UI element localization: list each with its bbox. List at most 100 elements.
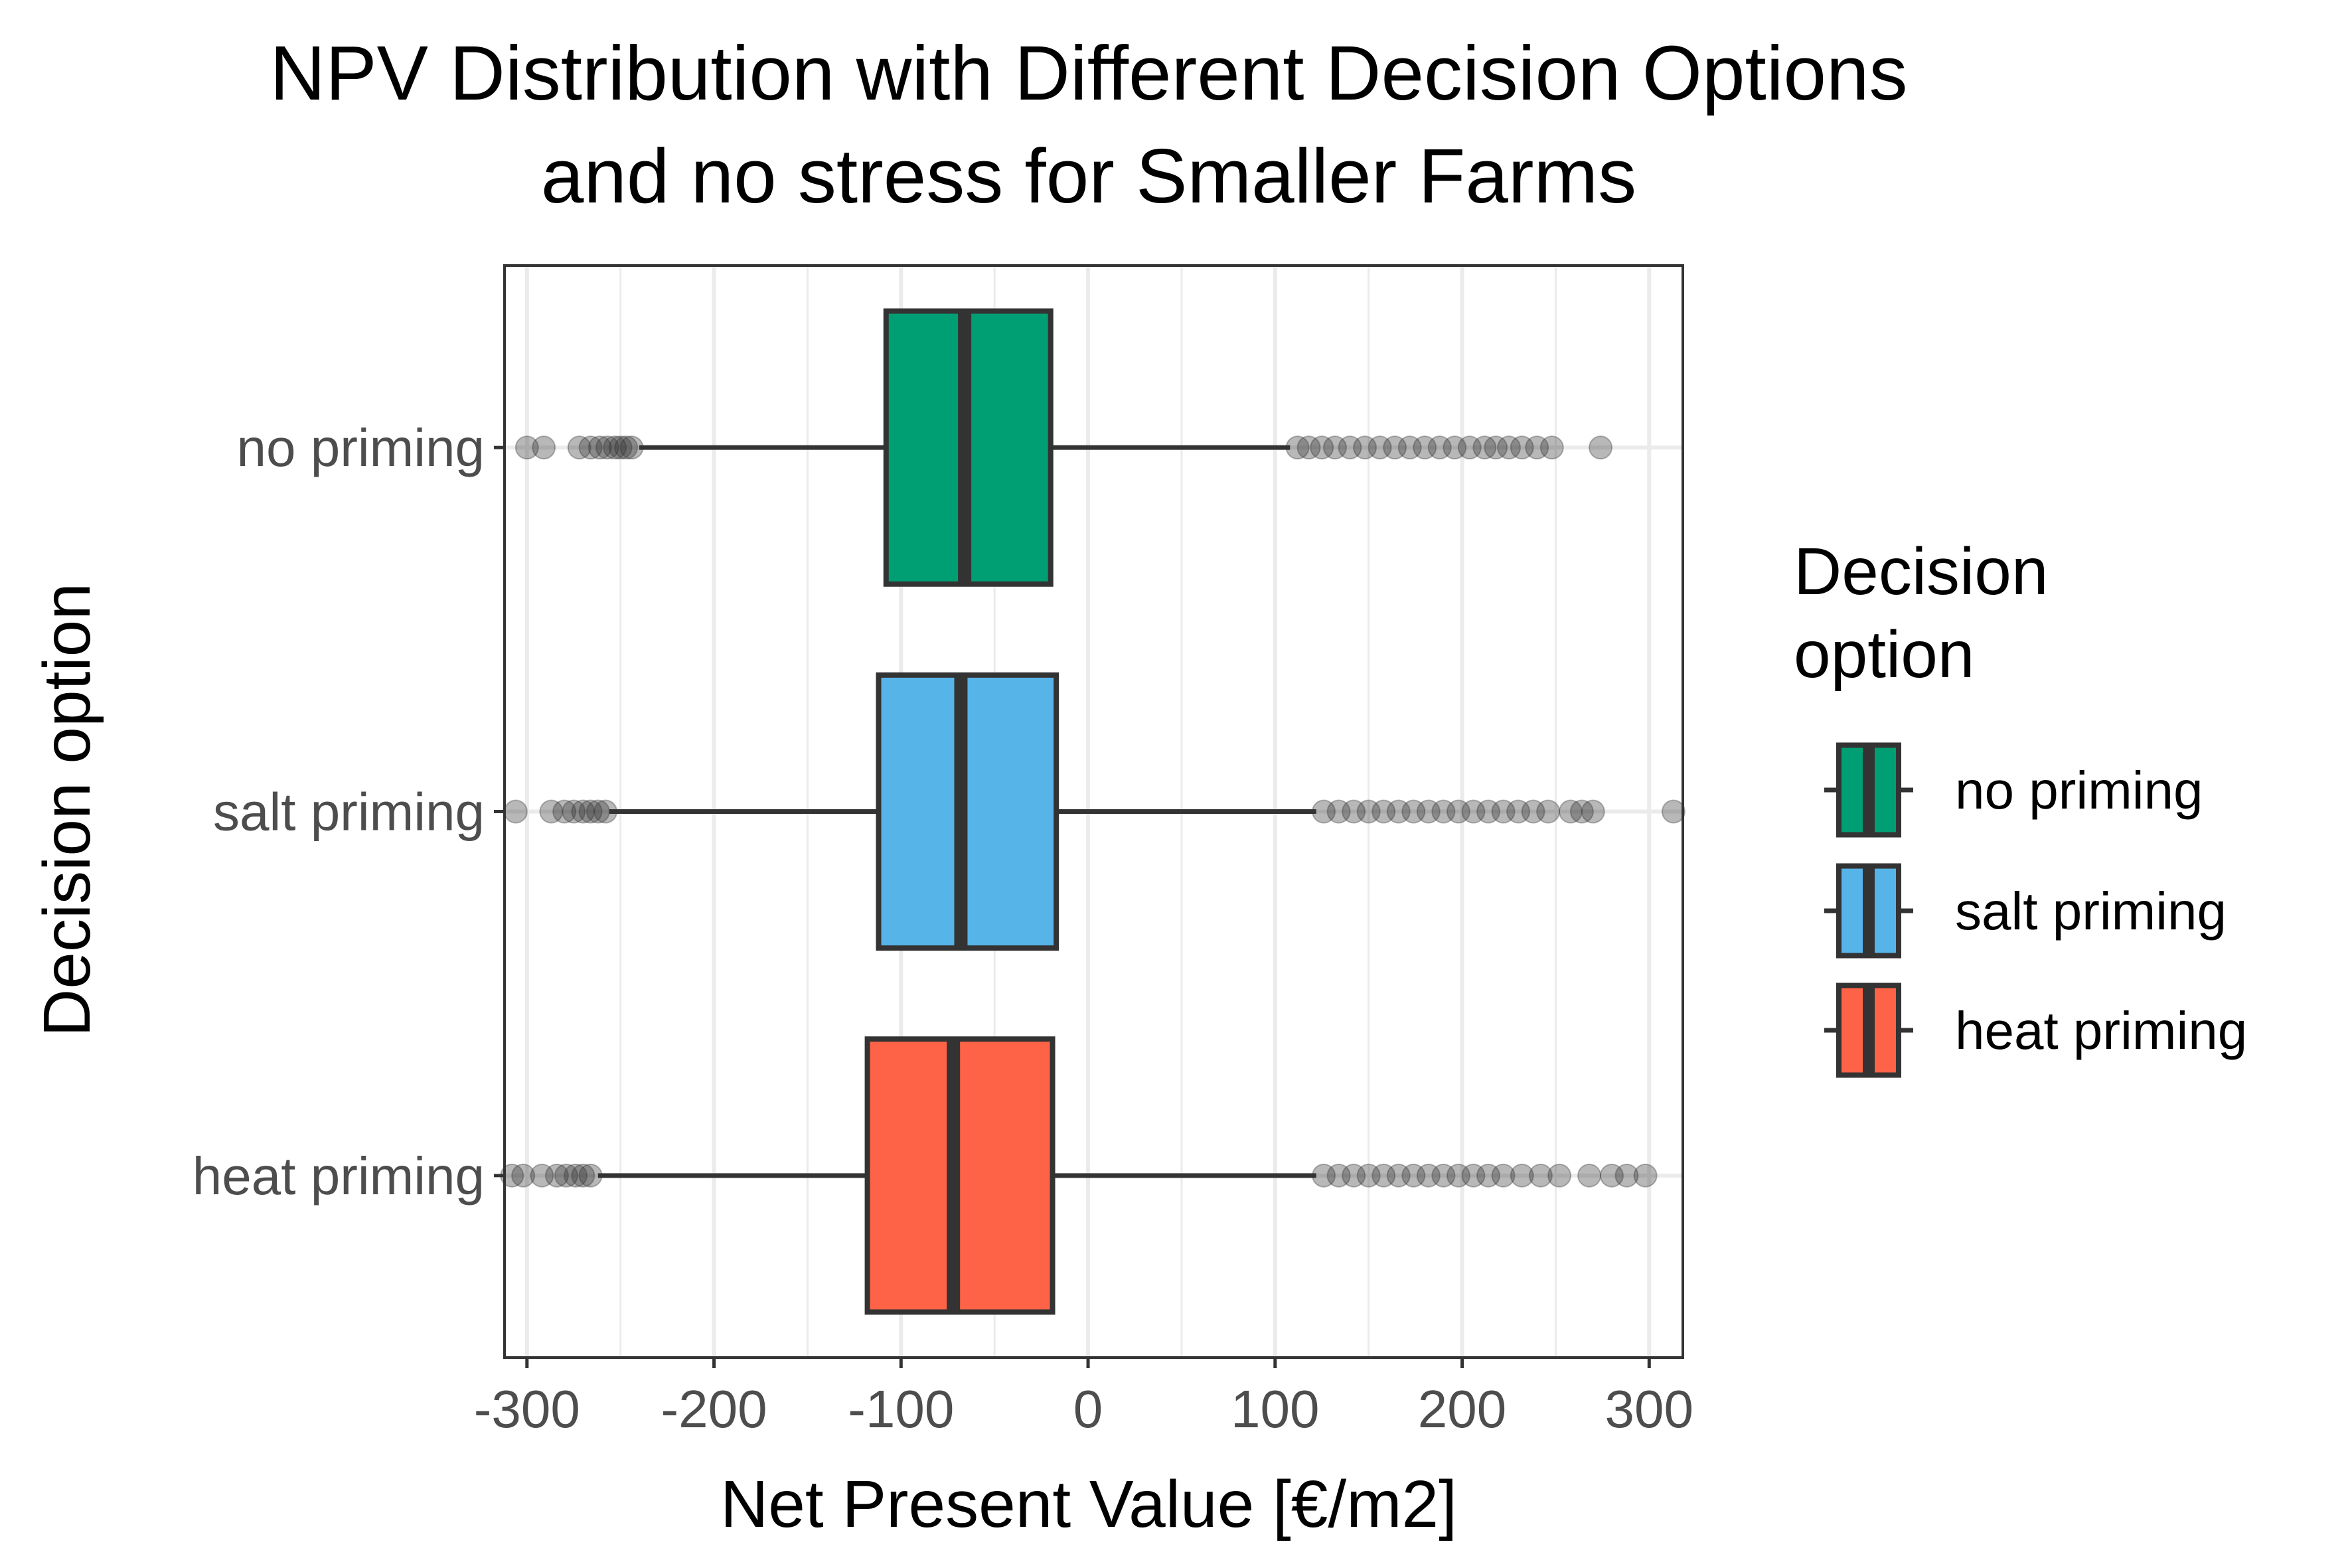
outlier-point [1386, 799, 1411, 824]
outlier-point [1285, 435, 1310, 460]
outlier-point [1569, 799, 1594, 824]
outlier-point [1558, 799, 1583, 824]
outlier-point [1536, 799, 1561, 824]
outlier-point [1547, 1163, 1572, 1188]
box-series-no-priming [514, 308, 1613, 587]
outlier-point [1476, 1163, 1500, 1188]
outlier-point [530, 1163, 554, 1188]
outlier-point [1431, 1163, 1456, 1188]
outlier-point [1322, 435, 1347, 460]
legend: Decision option no priming salt priming he… [1794, 534, 2247, 1078]
outlier-point [1401, 799, 1426, 824]
outlier-point [544, 1163, 569, 1188]
outlier-point [614, 435, 639, 460]
outlier-point [1383, 435, 1407, 460]
outlier-point [1521, 799, 1545, 824]
outlier-point [1353, 435, 1377, 460]
outlier-point [1506, 799, 1531, 824]
legend-label: no priming [1955, 761, 2203, 820]
x-tick-label: 0 [1073, 1379, 1103, 1439]
box-marks [500, 308, 1686, 1315]
outlier-point [1599, 1163, 1624, 1188]
outlier-point [1342, 1163, 1366, 1188]
outlier-point [608, 435, 633, 460]
y-axis: no priming salt priming heat priming [193, 418, 505, 1206]
x-tick-label: 200 [1418, 1379, 1506, 1439]
box-series-salt-priming [503, 672, 1686, 951]
outlier-point [1296, 435, 1321, 460]
outlier-point [1472, 435, 1497, 460]
outlier-point [1446, 1163, 1470, 1188]
outlier-point [1386, 1163, 1411, 1188]
outlier-point [552, 799, 577, 824]
outlier-point [1397, 435, 1422, 460]
legend-title-line-1: Decision [1794, 534, 2049, 609]
outlier-point [571, 799, 595, 824]
y-tick-label: heat priming [193, 1146, 485, 1206]
legend-item-no-priming: no priming [1824, 742, 2203, 838]
outlier-point [1312, 1163, 1336, 1188]
outlier-point [1413, 435, 1437, 460]
outlier-point [1528, 1163, 1553, 1188]
box-series-heat-priming [500, 1036, 1658, 1315]
x-tick-label: 100 [1231, 1379, 1319, 1439]
outlier-point [603, 435, 627, 460]
x-axis: -300 -200 -100 0 100 200 300 [474, 1358, 1693, 1439]
outlier-point [564, 1163, 588, 1188]
outlier-point [1457, 435, 1482, 460]
x-tick-label: -100 [848, 1379, 954, 1439]
outlier-point [539, 799, 564, 824]
outlier-point [1427, 435, 1452, 460]
outlier-point [619, 435, 644, 460]
outlier-point [511, 1163, 536, 1188]
outlier-point [1577, 1163, 1602, 1188]
outlier-point [1510, 435, 1534, 460]
outlier-point [1443, 435, 1467, 460]
outlier-point [1372, 1163, 1396, 1188]
outlier-point [562, 799, 586, 824]
legend-title-line-2: option [1794, 617, 1974, 692]
outlier-point [1356, 799, 1381, 824]
outlier-point [1491, 799, 1516, 824]
x-tick-label: -300 [474, 1379, 580, 1439]
outlier-point [571, 1163, 595, 1188]
outlier-point [532, 435, 556, 460]
outlier-point [1431, 799, 1456, 824]
outlier-point [1310, 435, 1334, 460]
outlier-point [586, 799, 610, 824]
outlier-point [1416, 1163, 1441, 1188]
outlier-point [1342, 799, 1366, 824]
outlier-point [1312, 799, 1336, 824]
x-axis-title: Net Present Value [€/m2] [720, 1467, 1457, 1541]
outlier-point [554, 1163, 578, 1188]
outlier-point [1633, 1163, 1658, 1188]
legend-label: salt priming [1955, 882, 2227, 941]
legend-label: heat priming [1955, 1001, 2247, 1060]
outlier-point [1525, 435, 1549, 460]
outlier-point [1446, 799, 1470, 824]
outlier-point [1356, 1163, 1381, 1188]
outlier-point [567, 435, 591, 460]
chart-title: NPV Distribution with Different Decision… [270, 30, 1907, 219]
outlier-point [1476, 799, 1500, 824]
outlier-point [1326, 799, 1351, 824]
outlier-point [1491, 1163, 1516, 1188]
outlier-point [514, 435, 539, 460]
outlier-point [578, 799, 603, 824]
outlier-point [1539, 435, 1564, 460]
legend-item-heat-priming: heat priming [1824, 982, 2247, 1078]
outlier-point [1461, 1163, 1486, 1188]
outlier-point [593, 799, 618, 824]
outlier-point [1461, 799, 1486, 824]
outlier-point [1581, 799, 1605, 824]
outlier-point [1416, 799, 1441, 824]
outlier-point [1496, 435, 1521, 460]
y-tick-label: salt priming [213, 783, 485, 842]
outlier-point [1484, 435, 1508, 460]
outlier-point [1326, 1163, 1351, 1188]
outlier-point [1372, 799, 1396, 824]
x-tick-label: -200 [661, 1379, 767, 1439]
chart-title-line-1: NPV Distribution with Different Decision… [270, 30, 1907, 116]
outlier-point [503, 799, 528, 824]
